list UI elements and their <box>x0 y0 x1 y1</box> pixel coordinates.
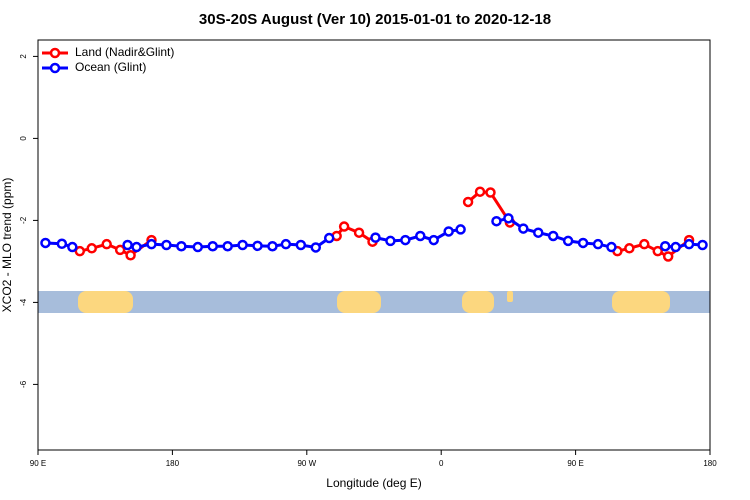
plot-frame <box>37 39 711 451</box>
data-point <box>101 238 112 250</box>
data-point <box>131 241 142 253</box>
data-point <box>547 230 559 242</box>
data-point <box>428 234 439 246</box>
data-point <box>670 241 681 253</box>
legend-marker <box>49 62 61 74</box>
land-area <box>337 291 381 313</box>
x-tick-label: 90 E <box>30 459 46 468</box>
data-point <box>562 235 574 247</box>
data-point <box>662 251 674 262</box>
data-point <box>67 241 78 253</box>
series-line <box>79 190 691 259</box>
y-axis-label: XCO2 - MLO trend (ppm) <box>0 178 14 313</box>
land-area <box>462 291 494 313</box>
data-point <box>606 241 617 253</box>
data-point <box>443 226 454 237</box>
data-point <box>462 196 474 208</box>
land-area <box>78 291 133 313</box>
data-point <box>415 230 426 242</box>
map-strip <box>38 291 710 313</box>
data-point <box>267 240 278 252</box>
data-point <box>338 221 350 232</box>
data-point <box>280 238 292 250</box>
data-point <box>353 227 365 238</box>
data-point <box>639 238 650 250</box>
x-tick-label: 180 <box>703 459 717 468</box>
data-point <box>237 239 248 251</box>
data-point <box>518 223 529 234</box>
data-point <box>176 240 187 252</box>
data-point <box>624 243 635 254</box>
legend-label: Land (Nadir&Glint) <box>75 45 174 59</box>
x-tick-label: 0 <box>439 459 444 468</box>
data-point <box>114 244 126 256</box>
data-point <box>385 235 396 247</box>
data-point <box>485 187 496 198</box>
data-point <box>491 215 502 227</box>
data-point <box>310 242 322 253</box>
data-point <box>659 240 671 252</box>
data-point <box>125 250 136 261</box>
y-tick-label: 2 <box>19 54 28 59</box>
data-point <box>222 240 233 252</box>
data-point <box>400 234 411 246</box>
data-point <box>56 238 68 250</box>
x-tick-label: 180 <box>166 459 180 468</box>
data-point <box>192 241 204 253</box>
x-axis-label: Longitude (deg E) <box>326 476 421 490</box>
land-area <box>612 291 670 313</box>
data-point <box>323 232 335 244</box>
data-point <box>474 186 486 197</box>
y-tick-label: -4 <box>19 298 28 306</box>
data-point <box>146 238 157 250</box>
legend-label: Ocean (Glint) <box>75 60 146 74</box>
data-point <box>683 238 695 250</box>
legend-marker <box>49 47 61 59</box>
data-point <box>370 232 381 243</box>
y-tick-label: 0 <box>19 136 28 141</box>
chart-title: 30S-20S August (Ver 10) 2015-01-01 to 20… <box>199 11 551 28</box>
data-point <box>592 238 604 250</box>
y-tick-label: -2 <box>19 216 28 224</box>
x-tick-label: 90 E <box>567 459 583 468</box>
data-point <box>252 240 263 252</box>
data-point <box>207 240 218 252</box>
data-point <box>86 243 98 254</box>
data-point <box>161 239 172 251</box>
data-point <box>503 213 514 224</box>
data-point <box>74 245 86 257</box>
data-point <box>577 237 589 249</box>
data-point <box>652 245 663 257</box>
data-point <box>455 224 466 235</box>
data-point <box>122 239 133 251</box>
data-point <box>40 237 51 249</box>
land-area <box>507 291 513 302</box>
data-point <box>697 239 708 251</box>
y-tick-label: -6 <box>19 380 28 388</box>
data-point <box>295 239 307 251</box>
x-tick-label: 90 W <box>297 459 316 468</box>
data-point <box>533 227 544 238</box>
